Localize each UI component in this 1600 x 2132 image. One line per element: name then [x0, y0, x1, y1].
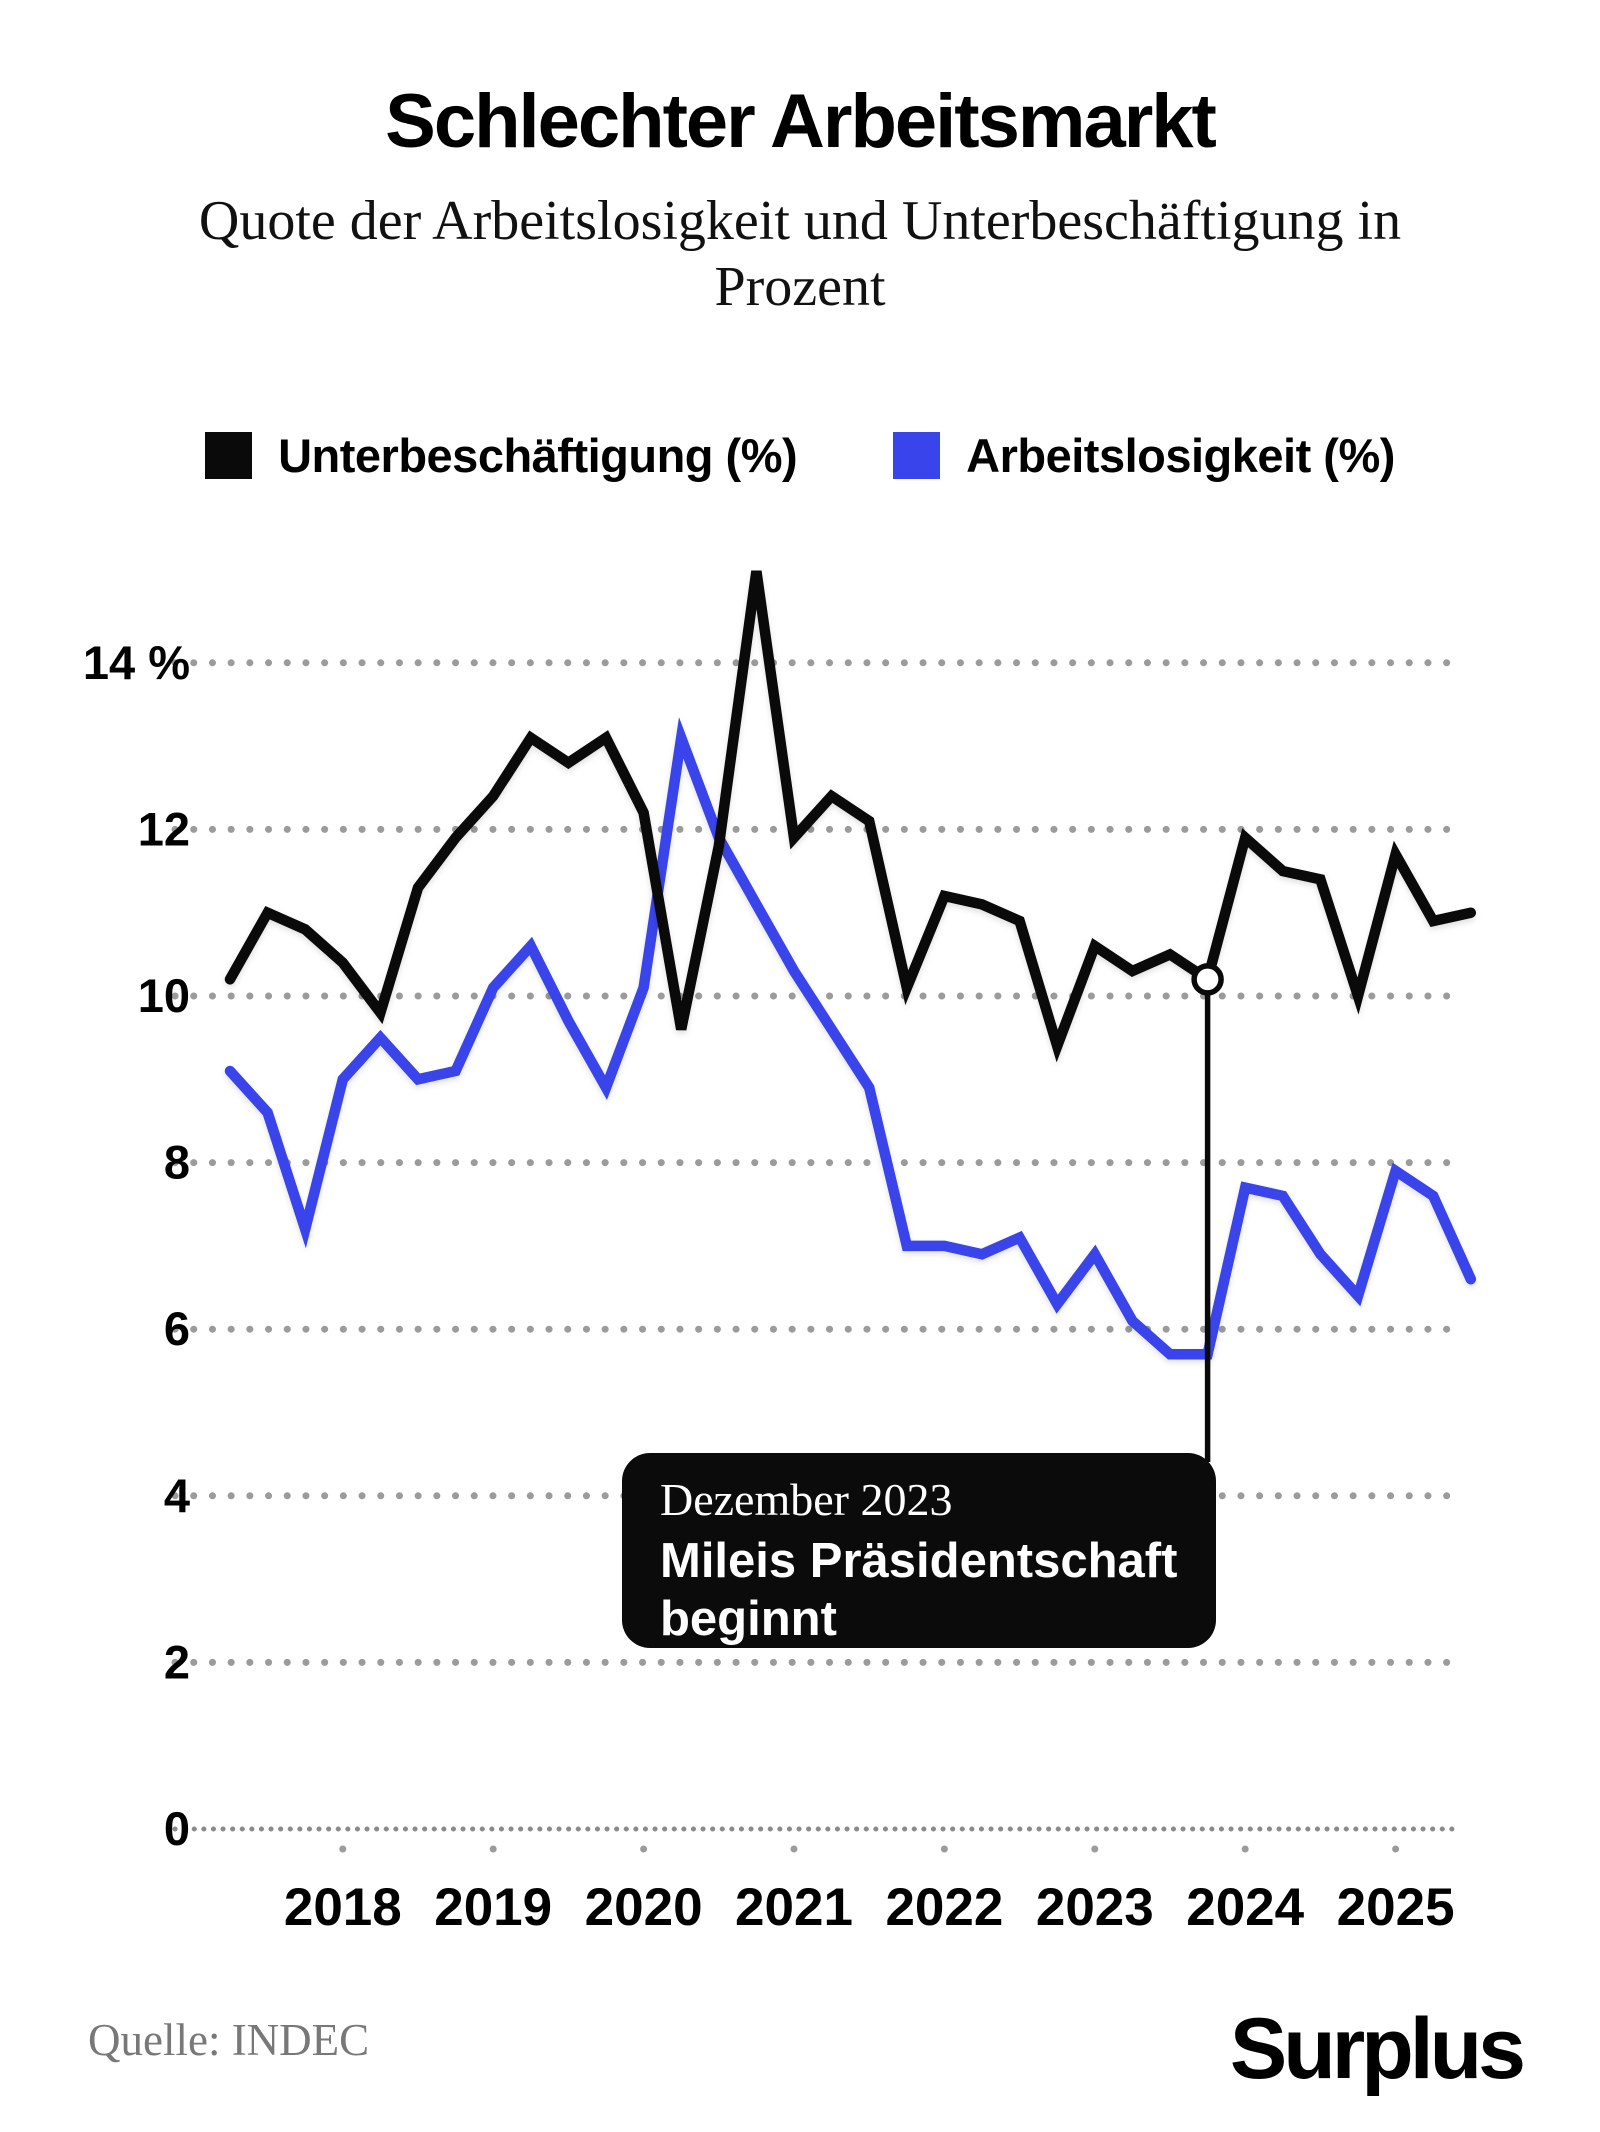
x-axis-label-2024: 2024 — [1186, 1878, 1304, 1937]
y-axis-label-6: 6 — [164, 1302, 190, 1355]
surplus-logo: Surplus — [1229, 2001, 1526, 2097]
legend-item-unemployment: Arbeitslosigkeit (%) — [893, 428, 1395, 483]
x-tick-dot-2018 — [339, 1845, 347, 1853]
x-tick-dot-2019 — [489, 1845, 497, 1853]
x-tick-dot-2024 — [1241, 1845, 1249, 1853]
y-axis-label-14: 14 % — [83, 636, 190, 689]
legend-label-unemployment: Arbeitslosigkeit (%) — [966, 429, 1395, 482]
x-axis-label-2022: 2022 — [885, 1878, 1003, 1937]
x-axis-label-2020: 2020 — [585, 1878, 703, 1937]
y-axis-label-0: 0 — [164, 1802, 190, 1855]
annotation-date: Dezember 2023 — [660, 1474, 953, 1525]
legend-item-underemployment: Unterbeschäftigung (%) — [205, 428, 798, 483]
series-line-unemployment — [224, 717, 1477, 1360]
annotation-box: Dezember 2023 Mileis Präsidentschaft beg… — [622, 1453, 1216, 1648]
x-tick-dot-2025 — [1392, 1845, 1400, 1853]
y-axis-label-2: 2 — [164, 1635, 190, 1688]
annotation-text-line-2: beginnt — [660, 1592, 837, 1646]
y-axis-label-10: 10 — [138, 969, 190, 1022]
legend-label-underemployment: Unterbeschäftigung (%) — [278, 429, 798, 482]
x-axis-label-2025: 2025 — [1337, 1878, 1455, 1937]
source-credit: Quelle: INDEC — [88, 2015, 370, 2065]
series-line-underemployment — [224, 570, 1477, 1063]
x-tick-dot-2021 — [790, 1845, 798, 1853]
y-axis-label-12: 12 — [138, 802, 190, 855]
y-axis-label-4: 4 — [164, 1469, 190, 1522]
marker-circle — [1191, 963, 1224, 996]
legend-swatch-unemployment — [893, 432, 941, 479]
page-title: Schlechter Arbeitsmarkt — [385, 79, 1217, 164]
chart-legend: Unterbeschäftigung (%) Arbeitslosigkeit … — [0, 428, 1600, 483]
subtitle-line-1: Quote der Arbeitslosigkeit und Unterbesc… — [198, 190, 1402, 252]
annotation-text-line-1: Mileis Präsidentschaft — [660, 1534, 1178, 1588]
x-axis-label-2023: 2023 — [1036, 1878, 1154, 1937]
x-axis-label-2019: 2019 — [434, 1878, 552, 1937]
x-axis-label-2018: 2018 — [284, 1878, 402, 1937]
y-axis-label-8: 8 — [164, 1136, 190, 1189]
x-tick-dot-2020 — [640, 1845, 648, 1853]
legend-swatch-underemployment — [205, 432, 253, 479]
x-tick-dot-2023 — [1091, 1845, 1099, 1853]
x-axis-label-2021: 2021 — [735, 1878, 853, 1937]
x-tick-dot-2022 — [940, 1845, 948, 1853]
subtitle-line-2: Prozent — [714, 256, 886, 318]
page-subtitle: Quote der Arbeitslosigkeit und Unterbesc… — [0, 188, 1600, 320]
